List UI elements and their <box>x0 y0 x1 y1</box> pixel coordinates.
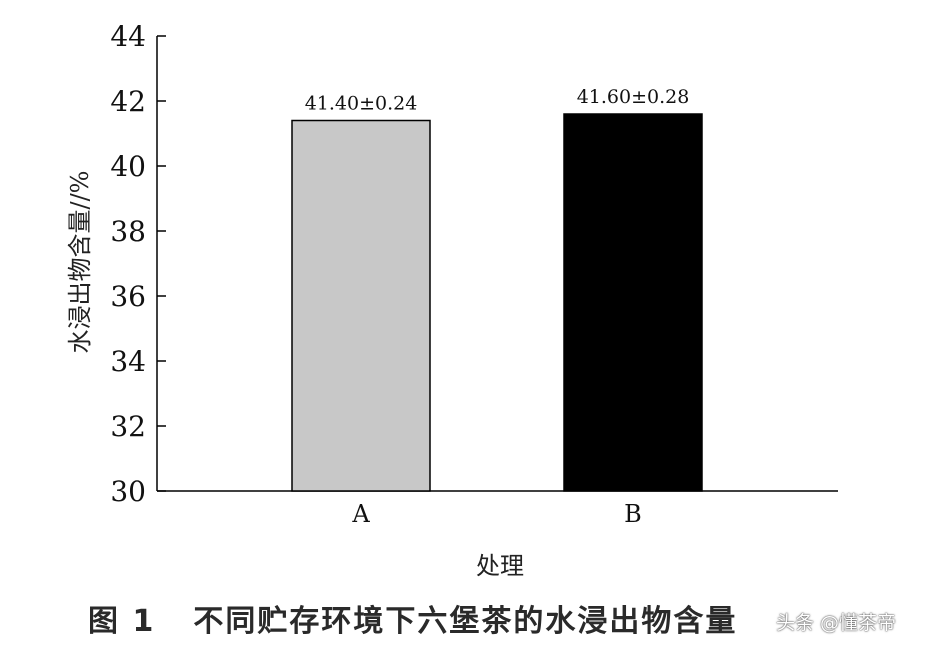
bar-data-label: 41.40±0.24 <box>305 93 418 115</box>
y-tick-label: 32 <box>110 410 146 443</box>
bars: 41.40±0.24 41.60±0.28 <box>291 86 703 492</box>
figure-number: 图 1 <box>88 604 156 639</box>
x-axis-label: 处理 <box>476 552 524 580</box>
bar-data-label: 41.60±0.28 <box>577 86 690 108</box>
figure-caption: 图 1 不同贮存环境下六堡茶的水浸出物含量 <box>0 596 926 640</box>
x-tick-label: B <box>624 500 642 528</box>
y-tick-label: 42 <box>110 85 146 118</box>
figure-title: 不同贮存环境下六堡茶的水浸出物含量 <box>193 604 738 639</box>
y-tick-label: 44 <box>110 20 146 53</box>
y-tick-label: 40 <box>110 150 146 183</box>
y-tick-label: 38 <box>110 215 146 248</box>
y-axis-label: 水浸出物含量//% <box>66 171 94 354</box>
watermark: 头条 @懂茶帝 <box>776 612 897 634</box>
x-tick-label: A <box>351 500 370 528</box>
y-ticks: 30 32 34 36 38 40 42 44 <box>110 20 166 508</box>
y-tick-label: 36 <box>110 280 146 313</box>
bar-a <box>291 119 431 492</box>
bar-b <box>563 113 703 492</box>
y-tick-label: 34 <box>110 345 146 378</box>
y-tick-label: 30 <box>110 475 146 508</box>
